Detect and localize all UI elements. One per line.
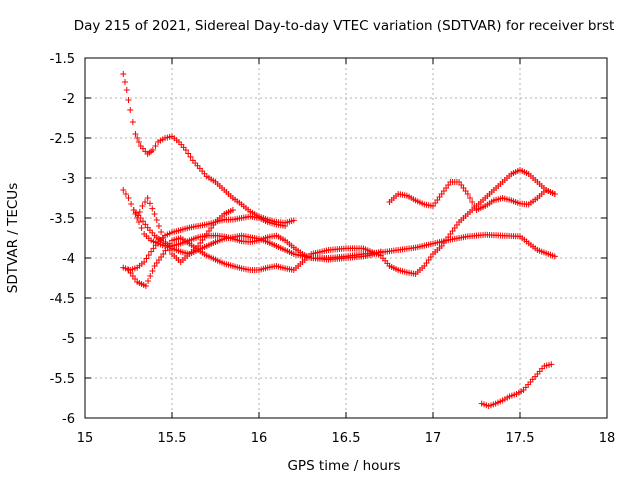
x-tick-label: 15 [77, 431, 94, 446]
data-point [142, 283, 149, 289]
data-point [464, 191, 471, 197]
data-point [125, 97, 132, 103]
data-point [162, 247, 169, 254]
series-arc-6 [120, 213, 289, 273]
data-point [122, 79, 129, 85]
data-point [145, 278, 152, 284]
x-tick-label: 18 [599, 431, 616, 446]
data-point [471, 203, 478, 209]
y-tick-label: -5.5 [50, 372, 75, 387]
data-point [135, 219, 142, 225]
data-point [155, 223, 162, 229]
series-arc-5 [134, 195, 236, 265]
data-point [229, 207, 236, 213]
data-point [149, 268, 156, 274]
x-tick-label: 16 [251, 431, 268, 446]
data-point [152, 242, 159, 249]
data-point [548, 361, 555, 368]
data-point [144, 195, 151, 201]
data-point [182, 147, 189, 153]
data-point [120, 71, 127, 77]
data-point [185, 150, 192, 157]
data-point [138, 225, 145, 231]
data-point [166, 247, 173, 253]
y-tick-label: -4 [62, 252, 75, 267]
data-point [466, 195, 473, 201]
y-tick-label: -2 [62, 92, 75, 107]
data-point [140, 218, 146, 225]
data-point [149, 147, 156, 153]
data-point [551, 253, 558, 260]
y-tick-label: -4.5 [50, 292, 75, 307]
x-axis-label: GPS time / hours [287, 458, 400, 474]
series-arc-2 [120, 187, 558, 261]
y-tick-label: -3.5 [50, 212, 75, 227]
y-tick-label: -3 [62, 172, 75, 187]
y-tick-label: -5 [62, 332, 75, 347]
data-point [125, 195, 132, 201]
series-arc-7 [386, 179, 558, 213]
data-point [152, 143, 159, 149]
y-tick-label: -6 [62, 412, 75, 427]
y-tick-label: -2.5 [50, 132, 75, 147]
data-point [153, 217, 160, 223]
data-point [132, 211, 139, 217]
data-point [141, 259, 148, 265]
data-point [290, 217, 297, 224]
data-point [149, 205, 156, 212]
data-point [134, 135, 141, 141]
data-point [146, 200, 153, 207]
data-point [127, 107, 134, 113]
data-point [282, 223, 289, 229]
y-axis-label: SDTVAR / TECUs [5, 183, 21, 293]
data-point [136, 209, 143, 215]
data-point [122, 191, 129, 197]
data-point [151, 211, 158, 217]
series-arc-8 [478, 361, 555, 409]
data-point [162, 239, 169, 245]
data-point [147, 273, 154, 279]
data-point [145, 252, 152, 259]
data-point [128, 201, 135, 207]
data-point [132, 131, 139, 137]
data-point [150, 245, 157, 252]
data-point [187, 153, 194, 160]
data-point [123, 87, 130, 93]
data-point [158, 229, 165, 235]
data-point [139, 203, 146, 209]
data-point [377, 248, 384, 255]
data-point [551, 191, 558, 197]
x-tick-label: 16.5 [332, 431, 361, 446]
data-points [120, 71, 558, 409]
x-tick-label: 17.5 [506, 431, 535, 446]
data-point [120, 187, 127, 193]
axis-ticks: 15 15.5 16 16.5 17 17.5 18 -6 -5.5 -5 -4.5 -4 -3.5 -3… [50, 52, 616, 446]
data-point [160, 251, 167, 257]
chart-title: Day 215 of 2021, Sidereal Day-to-day VTE… [74, 18, 615, 34]
data-point [164, 243, 171, 249]
data-point [142, 221, 149, 228]
data-point [135, 139, 142, 145]
data-point [142, 199, 149, 205]
y-tick-label: -1.5 [50, 52, 75, 67]
data-point [134, 215, 141, 221]
data-point [129, 119, 136, 125]
data-point [148, 248, 155, 255]
data-point [469, 199, 476, 205]
x-tick-label: 15.5 [158, 431, 187, 446]
x-tick-label: 17 [425, 431, 442, 446]
data-point [143, 255, 150, 262]
